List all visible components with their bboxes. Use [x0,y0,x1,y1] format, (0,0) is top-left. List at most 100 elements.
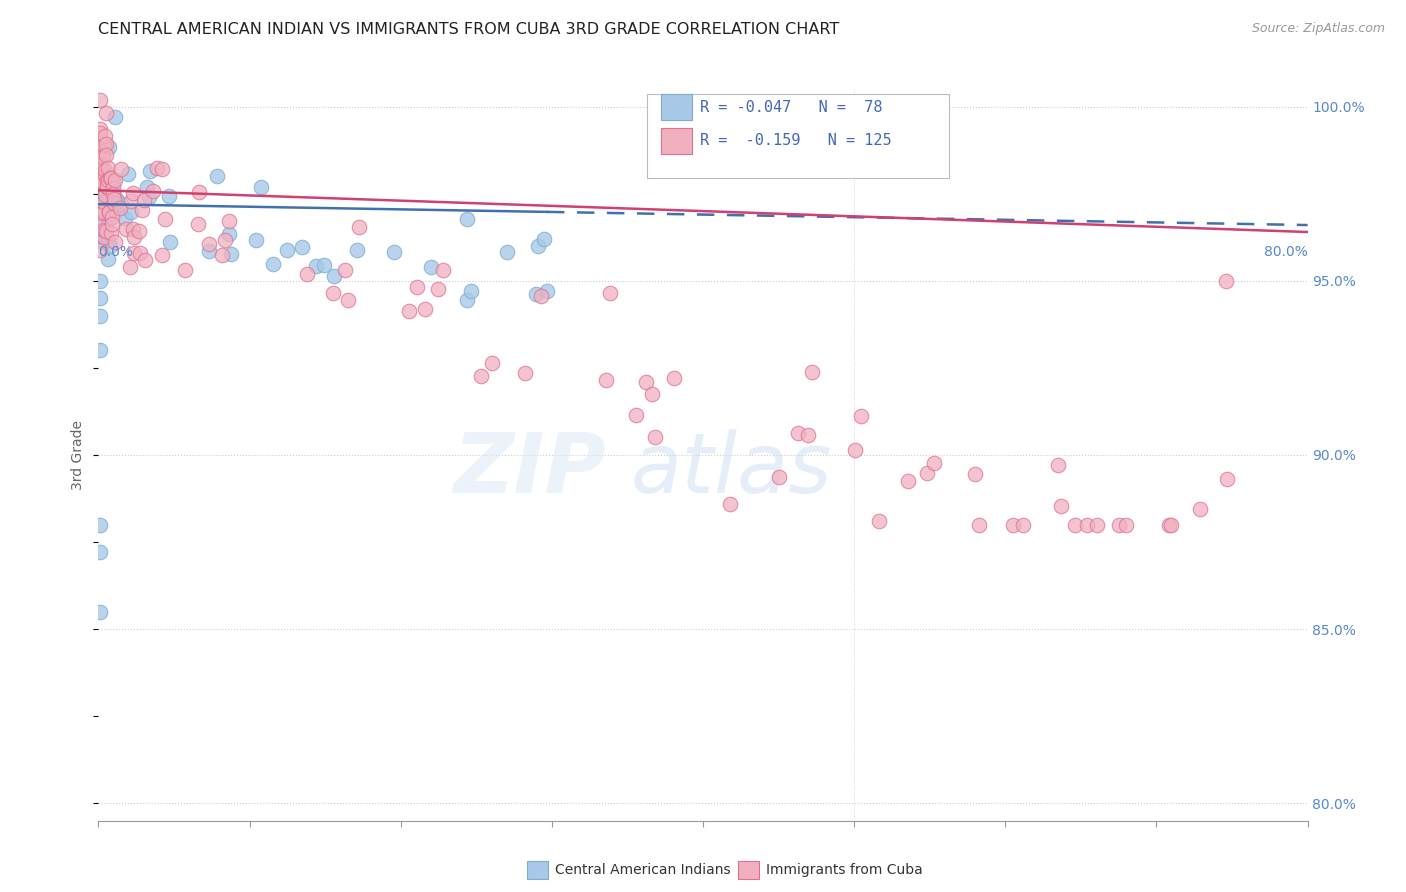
Point [1157,517,1180,532]
Point [427,282,450,296]
Point [94,219,117,233]
Point [94,187,117,202]
Point [662,371,685,385]
Point [89,151,111,165]
Point [120,205,142,219]
Point [460,285,482,299]
Point [844,442,866,457]
Text: Source: ZipAtlas.com: Source: ZipAtlas.com [1251,22,1385,36]
Point [91,197,114,211]
Point [90,158,112,172]
Point [624,409,647,423]
Point [96,224,118,238]
Text: ZIP: ZIP [454,429,606,510]
Point [187,185,209,199]
Point [91,182,114,196]
Point [97,252,120,266]
Point [94,183,117,197]
Point [89,203,111,218]
Point [634,376,657,390]
Point [93,196,115,211]
Point [104,110,127,124]
Point [101,180,124,194]
Point [90,205,112,219]
Point [129,246,152,260]
Point [969,517,991,532]
Point [768,470,790,484]
Point [276,244,298,258]
Point [134,253,156,268]
Point [97,181,120,195]
Point [89,149,111,163]
Point [198,244,221,259]
Point [1160,517,1182,532]
Text: 0.0%: 0.0% [98,245,134,259]
Point [122,229,145,244]
Point [533,232,555,246]
Point [398,304,420,318]
Point [897,474,920,488]
Point [100,170,122,185]
Point [1115,517,1137,532]
Point [104,173,127,187]
Point [142,185,165,199]
Point [1046,458,1069,472]
Point [93,196,115,211]
Point [103,189,125,203]
Point [103,192,125,206]
Text: Central American Indians: Central American Indians [555,863,731,877]
Point [96,147,118,161]
Point [291,240,314,254]
Point [103,192,125,206]
Point [346,243,368,257]
Point [89,172,111,186]
Point [90,187,112,202]
Point [122,246,145,260]
Point [96,179,118,194]
Point [214,233,236,247]
Text: 80.0%: 80.0% [1264,245,1308,259]
Text: CENTRAL AMERICAN INDIAN VS IMMIGRANTS FROM CUBA 3RD GRADE CORRELATION CHART: CENTRAL AMERICAN INDIAN VS IMMIGRANTS FR… [98,22,839,37]
Point [90,235,112,250]
Point [536,284,558,298]
Point [89,201,111,215]
Point [97,201,120,215]
Point [245,233,267,247]
Point [90,230,112,244]
Point [1188,501,1211,516]
Point [456,211,478,226]
Point [89,605,111,619]
Point [103,187,125,202]
Point [96,173,118,187]
Point [103,195,125,210]
Point [101,217,124,231]
Point [89,122,111,136]
Text: atlas: atlas [630,429,832,510]
Point [89,160,111,174]
Point [89,274,111,288]
Point [420,260,443,275]
Point [456,293,478,307]
Text: Immigrants from Cuba: Immigrants from Cuba [766,863,922,877]
Point [90,164,112,178]
Point [349,220,371,235]
Point [718,497,741,511]
Point [413,301,436,316]
Point [530,288,553,302]
Point [333,262,356,277]
Point [105,194,128,208]
Point [97,140,120,154]
Point [219,247,242,261]
Point [89,244,111,258]
Point [849,409,872,424]
Point [205,169,228,183]
Point [93,174,115,188]
Point [250,180,273,194]
Point [515,367,537,381]
Point [1216,472,1239,486]
Point [89,309,111,323]
Point [104,235,127,250]
Point [644,430,666,444]
Point [150,161,173,176]
Point [470,369,492,384]
